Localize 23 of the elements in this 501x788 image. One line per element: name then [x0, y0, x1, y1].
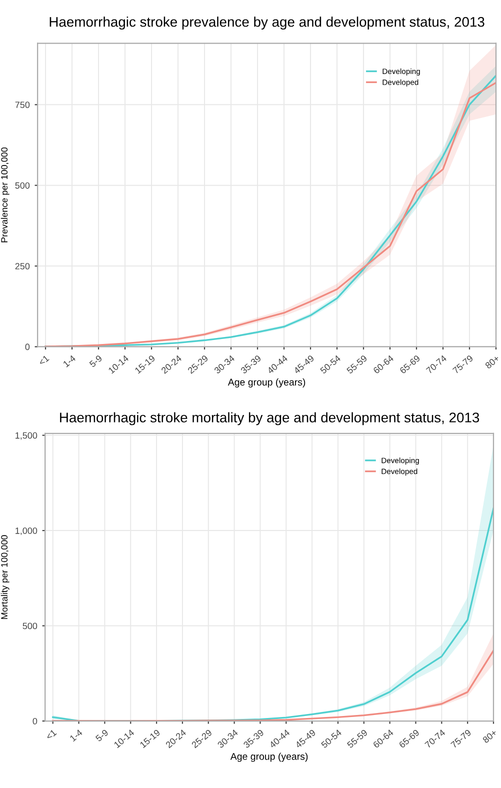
- chart-title: Haemorrhagic stroke mortality by age and development status, 2013: [60, 412, 480, 426]
- y-axis-title: Mortality per 100,000: [0, 535, 10, 619]
- y-tick-label: 1,000: [16, 528, 38, 535]
- x-tick-label: 1-4: [62, 354, 76, 368]
- x-tick-label: <1: [38, 354, 50, 366]
- y-tick-label: 1,500: [16, 432, 38, 440]
- x-tick-label: 5-9: [88, 354, 102, 368]
- y-tick-label: 0: [32, 718, 38, 724]
- line-series: [52, 650, 494, 722]
- chart-title: Haemorrhagic stroke prevalence by age and development status, 2013: [50, 16, 484, 30]
- x-tick-label: 80+: [484, 354, 500, 370]
- x-tick-label: 5-9: [95, 729, 109, 742]
- y-tick-label: 250: [15, 263, 30, 270]
- x-axis-title: Age group (years): [228, 378, 306, 388]
- x-tick-label: 1-4: [70, 729, 83, 742]
- x-tick-label: <1: [46, 729, 57, 740]
- y-tick-label: 500: [15, 182, 30, 189]
- y-tick-label: 500: [22, 622, 38, 630]
- y-axis-title: Prevalence per 100,000: [0, 147, 10, 242]
- x-tick-label: 80+: [482, 729, 498, 744]
- y-tick-label: 750: [15, 102, 30, 108]
- x-axis-title: Age group (years): [230, 752, 308, 762]
- y-tick-label: 0: [25, 344, 30, 350]
